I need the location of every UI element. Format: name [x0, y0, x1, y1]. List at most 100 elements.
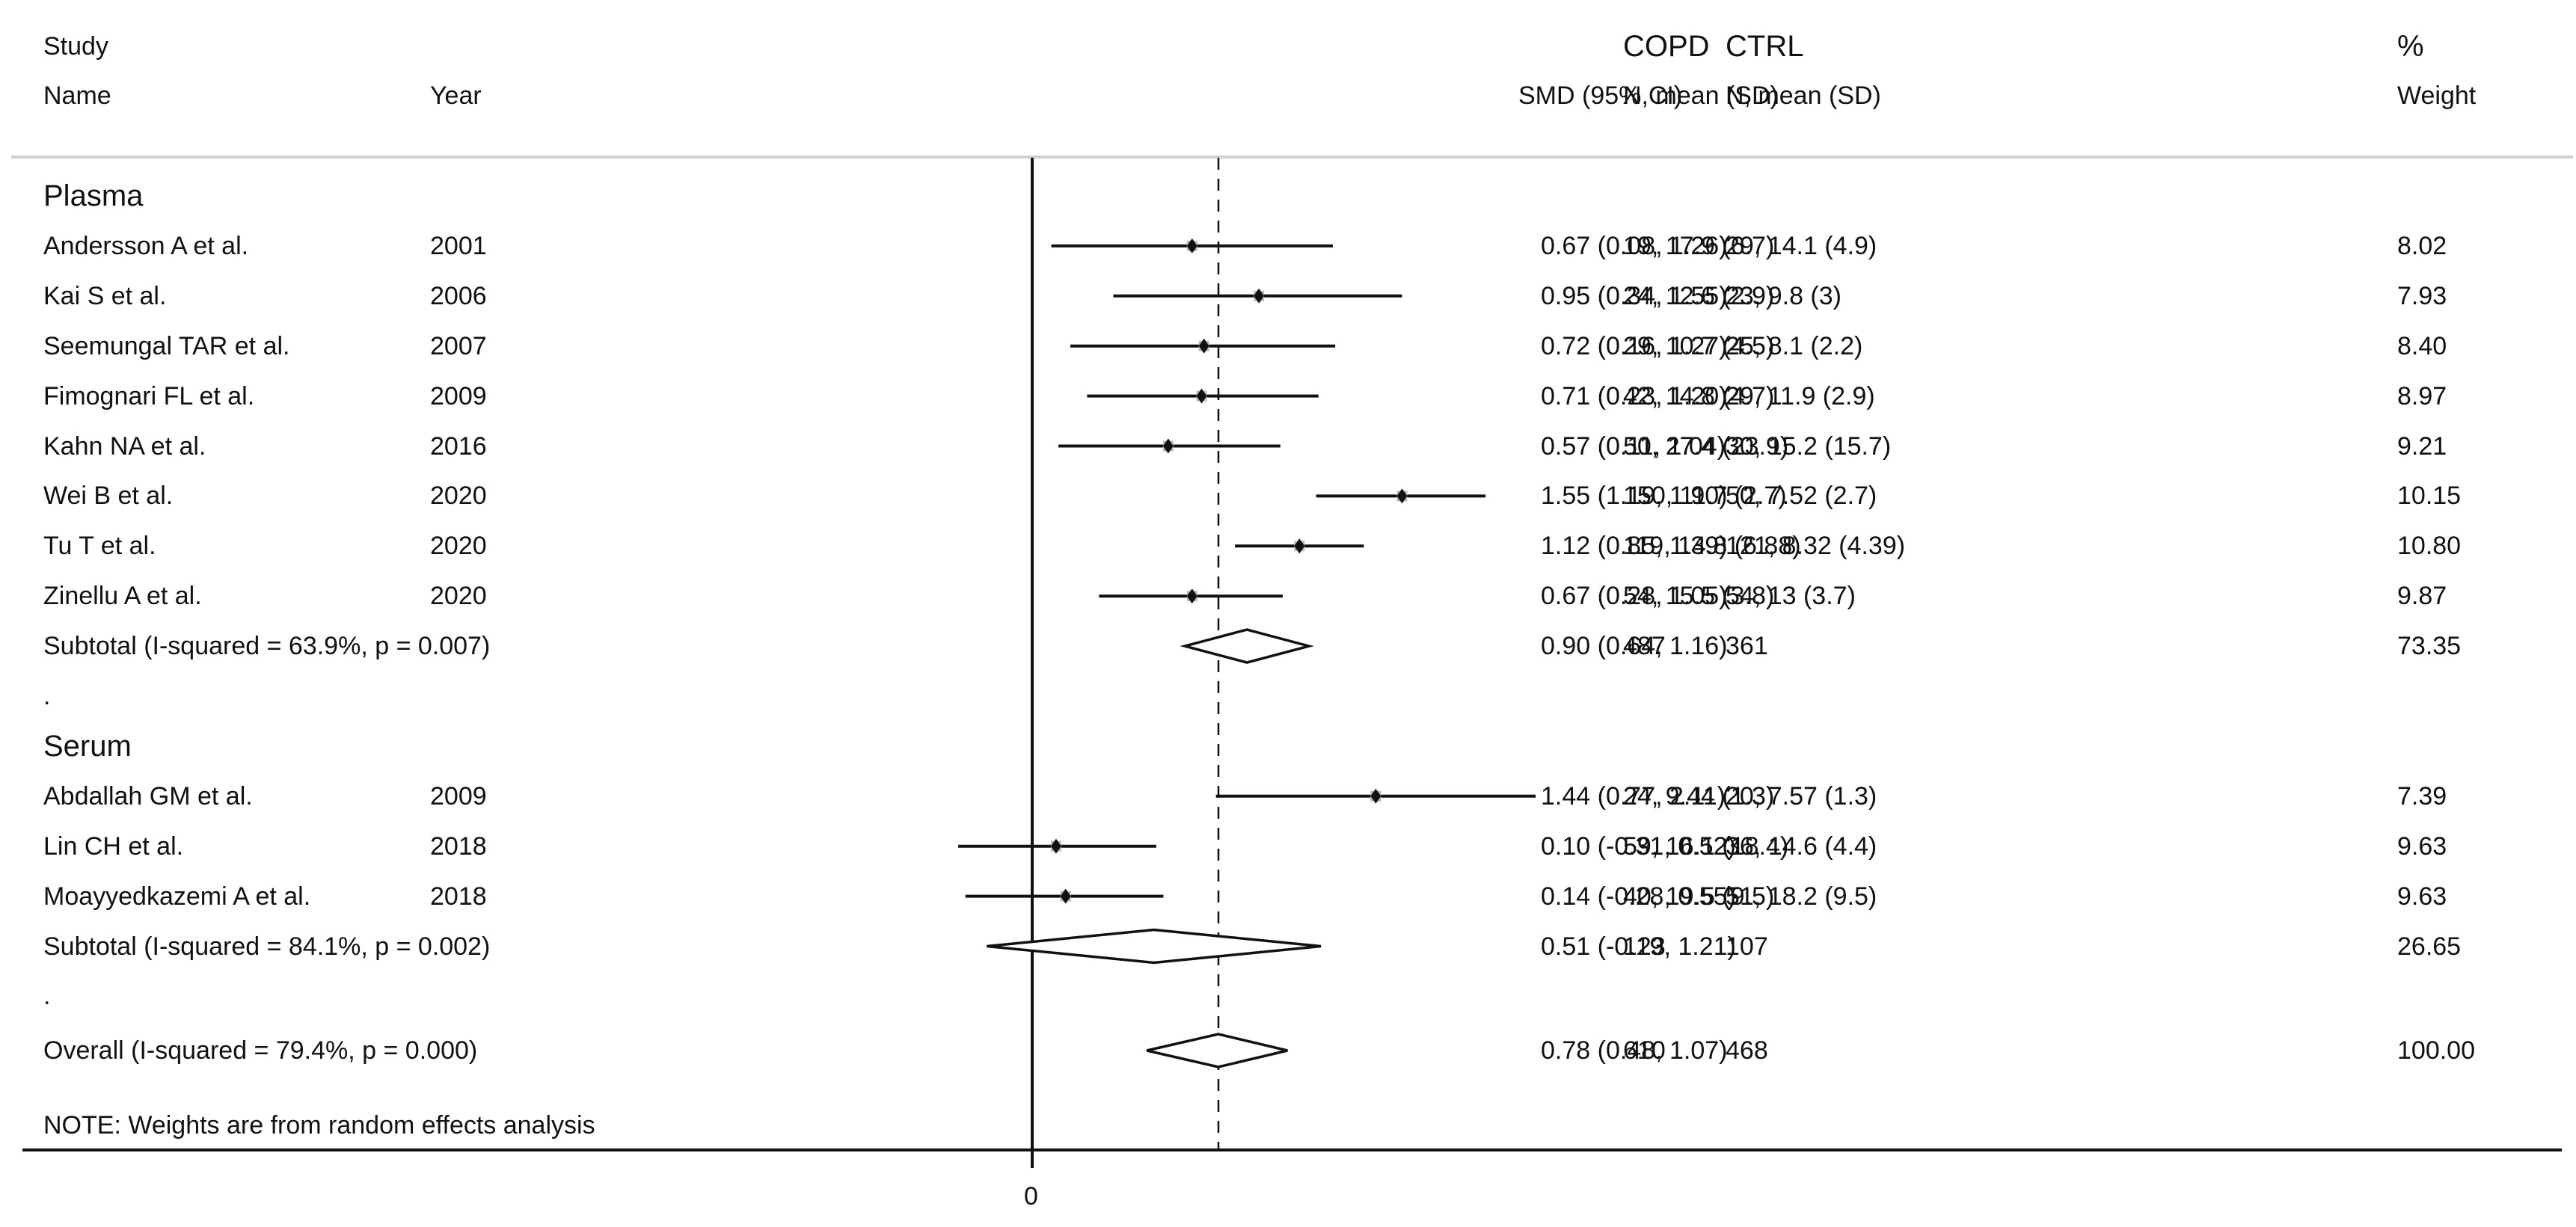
- study-copd: 29, 10.7 (4.5): [1623, 331, 1775, 360]
- header-name-label: Name: [43, 82, 111, 110]
- plot-marks: [958, 238, 1536, 1068]
- study-year: 2001: [430, 231, 487, 260]
- study-copd: 24, 12.6 (2.9): [1623, 281, 1775, 310]
- study-weight: 8.97: [2397, 381, 2447, 410]
- study-smd: 0.95 (0.34, 1.55): [1541, 281, 1728, 310]
- study-copd: 119, 14.8 (6.88): [1623, 532, 1801, 561]
- header-weight-label: %: [2397, 30, 2424, 63]
- study-copd: 42, 14.8 (4.7): [1623, 381, 1775, 410]
- study-weight: 7.93: [2397, 281, 2447, 310]
- study-smd: 1.44 (0.77, 2.11): [1541, 781, 1726, 811]
- study-name: Kahn NA et al.: [43, 431, 206, 461]
- study-year: 2020: [430, 482, 487, 511]
- study-name: Kai S et al.: [43, 281, 167, 310]
- study-weight: 10.15: [2397, 482, 2462, 511]
- study-year: 2020: [430, 532, 487, 561]
- subtotal-copd: 487: [1623, 632, 1666, 661]
- point-estimate-marker: [1186, 238, 1197, 253]
- subtotal-copd: 123: [1623, 932, 1666, 961]
- study-smd: 1.55 (1.19, 1.90): [1541, 482, 1728, 511]
- header-weight-sub: Weight: [2397, 82, 2477, 110]
- header-ctrl-sub: N, mean (SD): [1726, 82, 1881, 110]
- study-smd: 0.14 (-0.28, 0.55): [1541, 882, 1736, 911]
- study-ctrl: 51, 18.2 (9.5): [1726, 882, 1877, 911]
- study-ctrl: 121, 8.32 (4.39): [1726, 532, 1906, 561]
- study-year: 2016: [430, 431, 487, 461]
- study-copd: 24, 9.44 (1.3): [1623, 781, 1775, 811]
- subtotal-smd: 0.51 (-0.19, 1.21): [1541, 932, 1736, 961]
- study-year: 2009: [430, 781, 487, 811]
- subtotal-smd: 0.90 (0.64, 1.16): [1541, 632, 1728, 661]
- study-name: Zinellu A et al.: [43, 582, 202, 611]
- study-copd: 19, 17.9 (6.7): [1623, 231, 1775, 260]
- study-name: Andersson A et al.: [43, 231, 249, 260]
- study-ctrl: 29, 11.9 (2.9): [1726, 381, 1875, 410]
- subtotal-label: Subtotal (I-squared = 63.9%, p = 0.007): [43, 632, 491, 661]
- study-name: Tu T et al.: [43, 532, 156, 561]
- study-weight: 7.39: [2397, 781, 2447, 811]
- study-smd: 0.72 (0.16, 1.27): [1541, 331, 1728, 360]
- point-estimate-marker: [1196, 388, 1207, 404]
- study-ctrl: 30, 15.2 (15.7): [1726, 431, 1892, 461]
- point-estimate-marker: [1050, 838, 1061, 854]
- point-estimate-marker: [1060, 888, 1071, 904]
- study-copd: 40, 19.5 (9.5): [1623, 882, 1775, 911]
- study-name: Seemungal TAR et al.: [43, 331, 290, 360]
- header-year-label: Year: [430, 82, 482, 110]
- subtotal-weight: 73.35: [2397, 632, 2462, 661]
- overall-ctrl: 468: [1726, 1036, 1768, 1065]
- study-weight: 9.21: [2397, 431, 2447, 461]
- subtotal-ctrl: 361: [1726, 632, 1768, 661]
- study-smd: 0.57 (0.11, 1.04): [1541, 431, 1726, 461]
- study-weight: 10.80: [2397, 532, 2462, 561]
- study-year: 2006: [430, 281, 487, 310]
- study-year: 2018: [430, 882, 487, 911]
- study-ctrl: 54, 13 (3.7): [1726, 582, 1856, 611]
- header-study-label: Study: [43, 32, 108, 61]
- study-copd: 59, 16.1 (18.4): [1623, 831, 1789, 861]
- study-weight: 9.63: [2397, 882, 2447, 911]
- study-year: 2009: [430, 381, 487, 410]
- point-estimate-marker: [1294, 538, 1305, 554]
- study-smd: 0.67 (0.08, 1.26): [1541, 231, 1728, 260]
- overall-label: Overall (I-squared = 79.4%, p = 0.000): [43, 1036, 478, 1065]
- header-copd-sub: N, mean (SD): [1623, 82, 1779, 110]
- x-axis-zero-label: 0: [1024, 1182, 1038, 1211]
- group-label: Serum: [43, 729, 132, 763]
- spacer-dot: .: [43, 682, 51, 710]
- subtotal-label: Subtotal (I-squared = 84.1%, p = 0.002): [43, 932, 491, 961]
- overall-weight: 100.00: [2397, 1036, 2475, 1065]
- study-copd: 54, 15.5 (3.8): [1623, 582, 1775, 611]
- point-estimate-marker: [1254, 288, 1265, 304]
- summary-diamond: [1180, 628, 1314, 664]
- study-weight: 9.63: [2397, 831, 2447, 861]
- study-year: 2018: [430, 831, 487, 861]
- overall-smd: 0.78 (0.48, 1.07): [1541, 1036, 1728, 1065]
- study-ctrl: 25, 8.1 (2.2): [1726, 331, 1863, 360]
- study-year: 2007: [430, 331, 487, 360]
- summary-diamond: [1146, 1033, 1288, 1068]
- study-smd: 0.10 (-0.31, 0.52): [1541, 831, 1736, 861]
- summary-diamond: [987, 928, 1322, 965]
- point-estimate-marker: [1186, 588, 1197, 604]
- study-ctrl: 50, 7.52 (2.7): [1726, 482, 1877, 511]
- study-smd: 1.12 (0.85, 1.39): [1541, 532, 1728, 561]
- study-smd: 0.71 (0.23, 1.20): [1541, 381, 1728, 410]
- study-copd: 150, 11.7 (2.7): [1623, 482, 1787, 511]
- study-name: Moayyedkazemi A et al.: [43, 882, 311, 911]
- group-label: Plasma: [43, 179, 144, 212]
- study-name: Fimognari FL et al.: [43, 381, 255, 410]
- study-weight: 8.40: [2397, 331, 2447, 360]
- study-name: Abdallah GM et al.: [43, 781, 253, 811]
- footnote: NOTE: Weights are from random effects an…: [43, 1111, 595, 1140]
- subtotal-ctrl: 107: [1726, 932, 1768, 961]
- spacer-dot: .: [43, 982, 51, 1011]
- study-ctrl: 23, 9.8 (3): [1726, 281, 1841, 310]
- study-ctrl: 36, 14.6 (4.4): [1726, 831, 1877, 861]
- header-ctrl-label: CTRL: [1726, 30, 1804, 63]
- study-name: Lin CH et al.: [43, 831, 184, 861]
- point-estimate-marker: [1396, 488, 1408, 504]
- study-ctrl: 29, 14.1 (4.9): [1726, 231, 1877, 260]
- study-weight: 9.87: [2397, 582, 2447, 611]
